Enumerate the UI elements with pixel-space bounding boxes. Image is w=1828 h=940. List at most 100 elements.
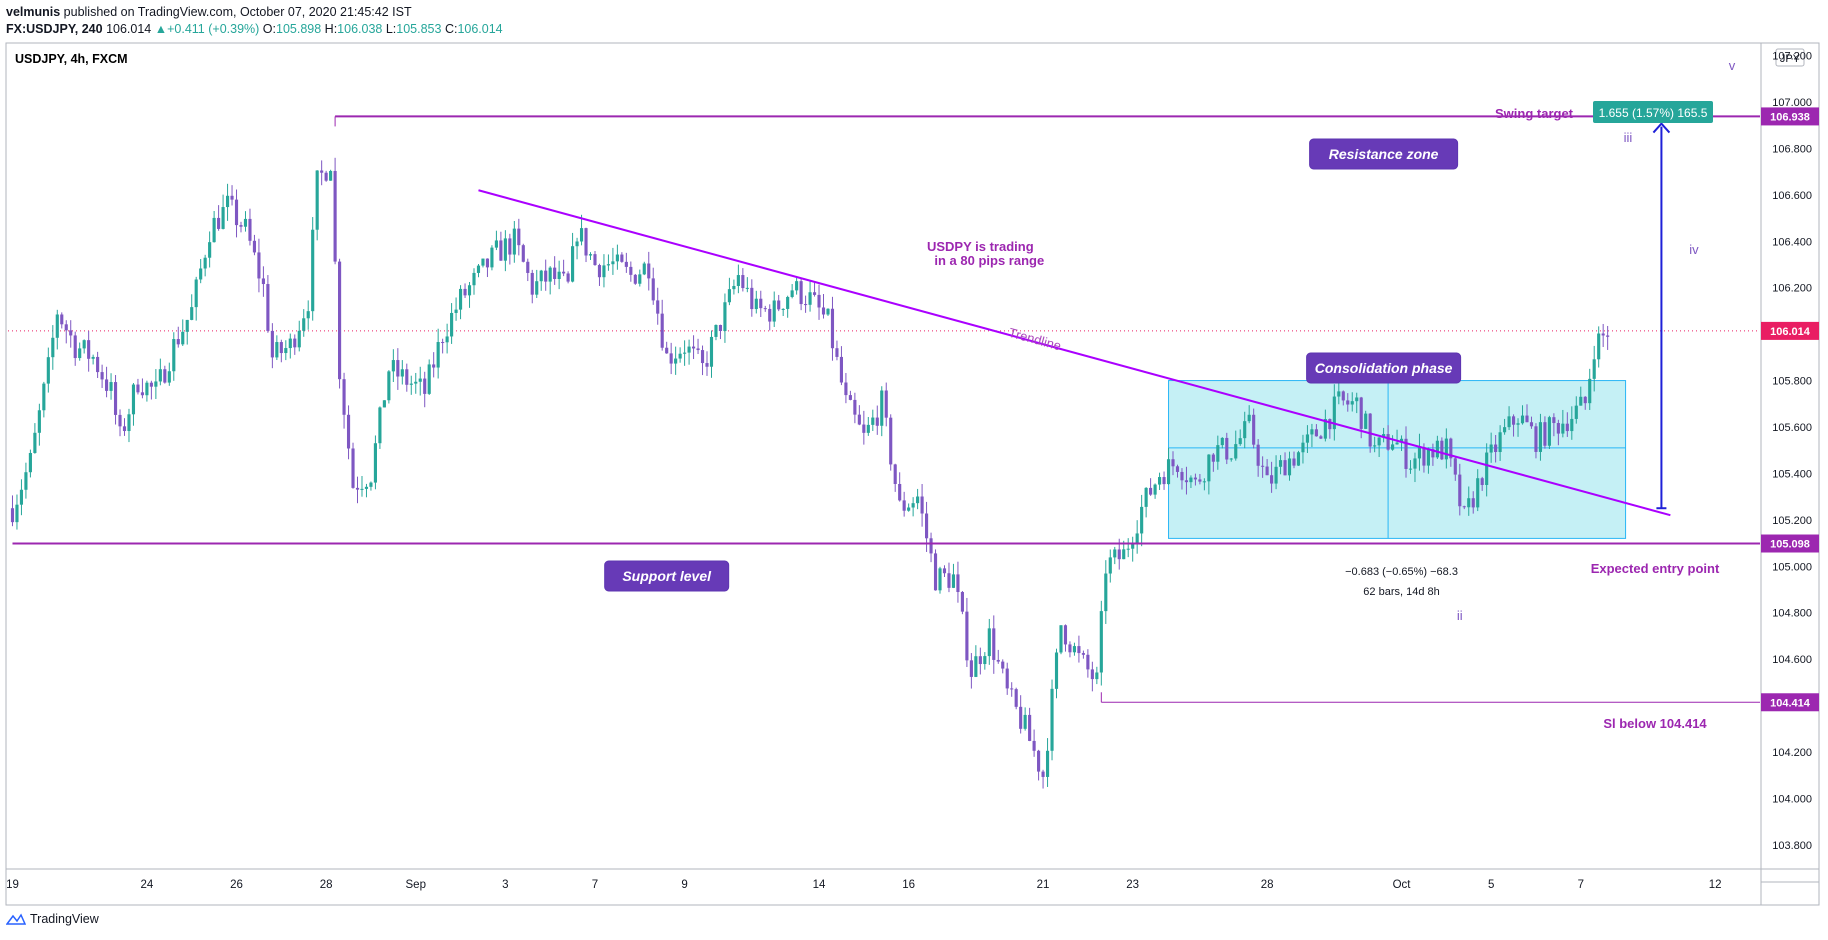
price-axis-marker (1761, 693, 1819, 712)
candle-body (1368, 413, 1372, 447)
candle-body (1252, 414, 1256, 445)
price-axis-marker (1761, 321, 1819, 340)
candle-body (1171, 459, 1175, 467)
candle-body (1417, 447, 1422, 459)
candle-body (24, 472, 28, 490)
candle-body (46, 357, 50, 384)
y-tick-label: 105.000 (1772, 561, 1812, 573)
currency-badge[interactable] (1775, 48, 1805, 67)
candle-body (902, 500, 906, 511)
candle-body (727, 289, 731, 303)
candle-body (1081, 653, 1085, 655)
candle-body (669, 353, 673, 364)
x-tick-label: Oct (1393, 879, 1412, 891)
candle-body (1220, 437, 1224, 446)
tradingview-footer[interactable]: TradingView (6, 912, 99, 926)
candle-body (579, 228, 584, 242)
candle-body (1247, 414, 1251, 422)
candle-body (441, 342, 445, 344)
price-axis-marker (1761, 107, 1819, 126)
symbol-quote-line: FX:USDJPY, 240 106.014 ▲+0.411 (+0.39%) … (6, 22, 503, 36)
candle-body (920, 496, 924, 514)
x-tick-label: 26 (230, 879, 243, 891)
candle-body (687, 346, 691, 353)
candle-body (234, 199, 239, 226)
candle-body (951, 574, 956, 588)
y-tick-label: 107.000 (1772, 97, 1812, 109)
candle-body (293, 338, 297, 348)
candle-body (499, 240, 503, 261)
candle-body (983, 656, 987, 665)
candle-body (485, 258, 490, 268)
candle-body (405, 369, 409, 385)
candle-body (553, 267, 557, 279)
candle-body (1301, 442, 1305, 453)
candle-body (830, 308, 835, 349)
candle-body (167, 371, 171, 383)
candle-body (78, 348, 82, 359)
support-level-box[interactable] (604, 560, 730, 592)
candle-body (131, 384, 136, 415)
candle-body (1574, 405, 1578, 419)
candle-body (517, 228, 521, 246)
candle-body (960, 592, 964, 612)
candle-body (1377, 437, 1381, 446)
candle-body (396, 360, 400, 377)
candle-body (432, 364, 436, 368)
candle-body (1140, 506, 1144, 534)
candle-body (539, 270, 543, 282)
candle-body (1444, 438, 1448, 460)
y-tick-label: 105.400 (1772, 468, 1812, 480)
candle-body (754, 298, 758, 310)
trendline[interactable] (478, 189, 1671, 517)
candle-body (987, 628, 991, 657)
candle-body (938, 568, 942, 591)
candle-body (992, 628, 996, 660)
candle-body (1211, 454, 1215, 462)
candle-body (1243, 421, 1247, 439)
swing-target-value: 1.655 (1.57%) 165.5 (1599, 106, 1708, 120)
trendline-label: Trendline (1007, 325, 1063, 354)
swing-target-box[interactable] (1593, 101, 1713, 123)
candle-body (1023, 714, 1027, 729)
candle-body (588, 254, 593, 256)
candle-body (1256, 444, 1260, 466)
consolidation-box[interactable] (1168, 380, 1627, 539)
candle-body (118, 414, 122, 427)
candle-body (1422, 447, 1426, 466)
candle-body (1399, 438, 1404, 443)
candle-body (875, 417, 879, 426)
x-tick-label: 28 (320, 879, 333, 891)
candle-body (768, 308, 772, 322)
candle-body (1543, 422, 1547, 446)
resistance-zone-label: Resistance zone (1329, 146, 1439, 162)
candle-body (284, 348, 288, 354)
consolidation-phase-box[interactable] (1306, 352, 1462, 384)
candle-body (378, 407, 382, 444)
candle-body (212, 217, 216, 243)
candle-body (1440, 440, 1444, 460)
candle-body (481, 258, 485, 266)
candle-body (907, 507, 911, 511)
candle-body (418, 378, 422, 382)
candle-body (329, 170, 333, 181)
candle-body (1583, 396, 1587, 404)
candle-body (1054, 652, 1059, 689)
price-axis-marker-label: 105.098 (1770, 539, 1810, 551)
candle-body (100, 372, 104, 380)
candle-body (1494, 444, 1498, 453)
publish-info: velmunis published on TradingView.com, O… (6, 5, 412, 19)
resistance-zone-box[interactable] (1309, 138, 1459, 170)
candle-body (1534, 426, 1538, 452)
author-name[interactable]: velmunis (6, 5, 61, 19)
candle-body (1149, 487, 1153, 495)
candle-body (696, 348, 700, 351)
candle-body (1005, 668, 1009, 689)
candle-body (1511, 416, 1516, 425)
candle-body (732, 285, 736, 290)
candle-body (239, 225, 243, 227)
chart-pane[interactable] (5, 42, 1820, 906)
candle-body (436, 342, 440, 368)
price-axis-marker-label: 104.414 (1770, 697, 1811, 709)
